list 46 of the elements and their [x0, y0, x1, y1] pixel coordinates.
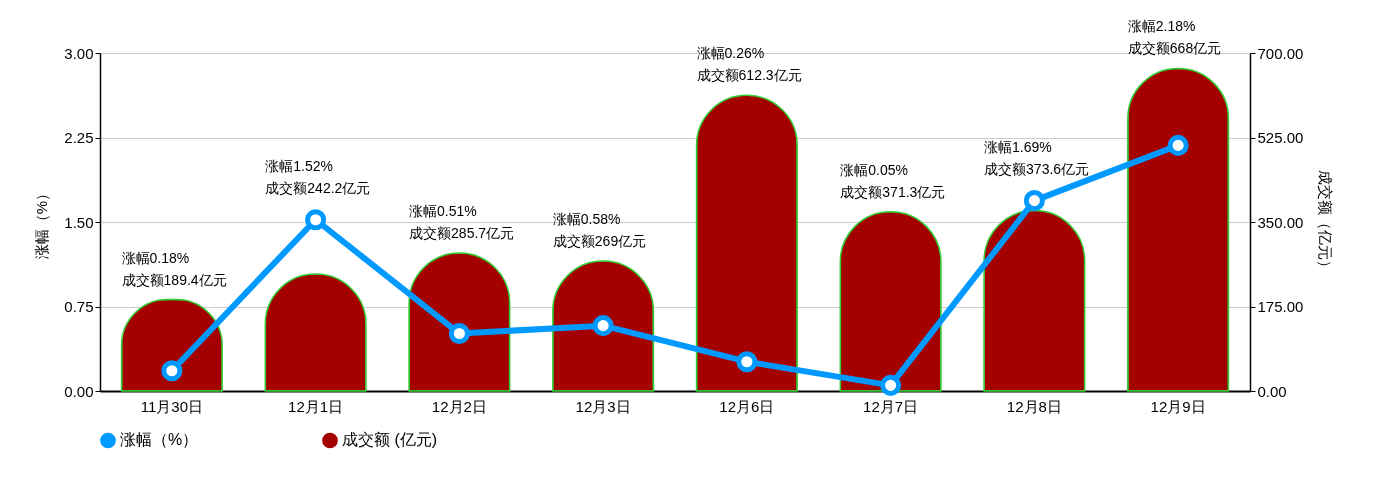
y2-axis-title: 成交额（亿元） [1317, 170, 1335, 275]
y-tick-label: 1.50 [64, 213, 94, 231]
x-tick-label: 12月7日 [863, 397, 919, 415]
x-tick-label: 12月6日 [719, 397, 775, 415]
y-tick-label: 0.75 [64, 298, 94, 315]
annotation: 涨幅0.05% [840, 161, 909, 178]
annotation: 涨幅1.52% [265, 157, 334, 174]
annotation: 成交额373.6亿元 [984, 160, 1090, 177]
annotation: 成交额285.7亿元 [409, 225, 515, 242]
annotation: 成交额371.3亿元 [840, 183, 946, 200]
legend-label: 成交额 (亿元) [342, 431, 438, 449]
point [1023, 190, 1045, 212]
annotation: 成交额668亿元 [1127, 40, 1222, 57]
x-tick-label: 12月8日 [1006, 397, 1062, 415]
annotation: 成交额269亿元 [552, 233, 647, 250]
y-tick-label: 0.00 [64, 382, 94, 400]
x-tick-label: 12月9日 [1150, 397, 1206, 415]
y-axis-title: 涨幅（%） [33, 185, 51, 260]
text: 涨幅2.18% [1127, 18, 1196, 35]
y-tick-label: 3.00 [64, 44, 94, 62]
point [736, 351, 758, 373]
y-tick-label: 2.25 [64, 129, 94, 146]
y2-tick-label: 175.00 [1257, 298, 1304, 315]
y2-tick-label: 0.00 [1257, 382, 1287, 400]
point [305, 209, 327, 231]
point [1167, 134, 1189, 156]
annotation: 涨幅0.26% [696, 45, 765, 62]
x-tick-label: 11月30日 [140, 397, 204, 415]
point [880, 374, 902, 396]
annotation: 涨幅1.69% [984, 138, 1052, 155]
annotation: 涨幅0.51% [409, 203, 477, 220]
point [161, 360, 183, 382]
y2-tick-label: 525.00 [1257, 129, 1304, 146]
y2-tick-label: 700.00 [1257, 44, 1304, 62]
point [448, 322, 470, 345]
annotation: 涨幅0.58% [552, 211, 621, 228]
annotation: 成交额612.3亿元 [696, 67, 802, 84]
legend-label: 涨幅（%） [120, 431, 199, 449]
x-tick-label: 12月2日 [431, 397, 487, 415]
x-tick-label: 12月1日 [288, 397, 344, 415]
point [592, 315, 614, 337]
annotation: 成交额189.4亿元 [121, 271, 227, 288]
annotation: 成交额242.2亿元 [265, 179, 371, 196]
y2-tick-label: 350.00 [1257, 213, 1304, 231]
annotation: 涨幅0.18% [121, 249, 190, 266]
x-tick-label: 12月3日 [575, 397, 631, 415]
